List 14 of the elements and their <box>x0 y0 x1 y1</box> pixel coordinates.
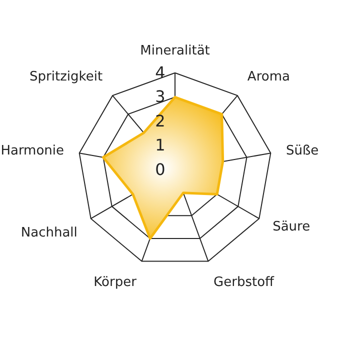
spoke-label: Harmonie <box>0 143 64 158</box>
y-tick-label: 0 <box>155 160 166 179</box>
spoke-label: Nachhall <box>20 225 78 240</box>
y-tick-label: 4 <box>155 62 166 82</box>
spoke-label: Aroma <box>247 70 290 85</box>
spoke-label: Säure <box>272 219 310 234</box>
spoke-label: Süße <box>286 143 319 158</box>
spoke-label: Mineralität <box>140 43 210 58</box>
spoke-label: Spritzigkeit <box>30 70 103 85</box>
spoke-label: Gerbstoff <box>214 274 276 290</box>
spoke-label: Körper <box>94 274 138 290</box>
y-tick-label: 3 <box>155 87 166 106</box>
y-tick-label: 1 <box>155 136 166 155</box>
y-tick-label: 2 <box>155 111 166 130</box>
